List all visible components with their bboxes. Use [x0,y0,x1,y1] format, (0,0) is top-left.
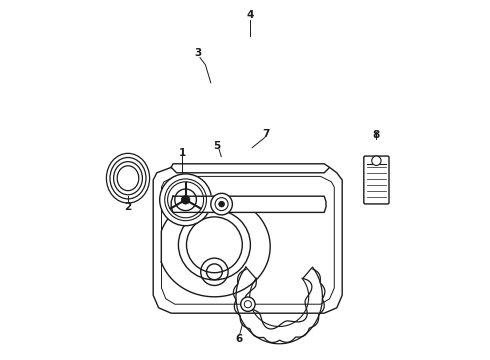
Text: 7: 7 [262,129,270,139]
Text: 6: 6 [235,334,242,344]
Text: 4: 4 [246,10,254,20]
Circle shape [219,201,224,207]
Polygon shape [171,196,326,212]
Circle shape [211,193,232,215]
Circle shape [241,297,255,311]
Text: 5: 5 [214,141,221,151]
Text: 8: 8 [373,130,380,140]
Text: 1: 1 [178,148,186,158]
Text: 2: 2 [124,202,132,212]
Circle shape [160,174,212,226]
FancyBboxPatch shape [364,156,389,204]
Polygon shape [153,167,342,313]
Polygon shape [236,267,322,344]
Polygon shape [161,197,270,297]
Circle shape [372,156,381,166]
Polygon shape [171,164,330,173]
Circle shape [181,195,190,204]
Text: 3: 3 [194,48,201,58]
